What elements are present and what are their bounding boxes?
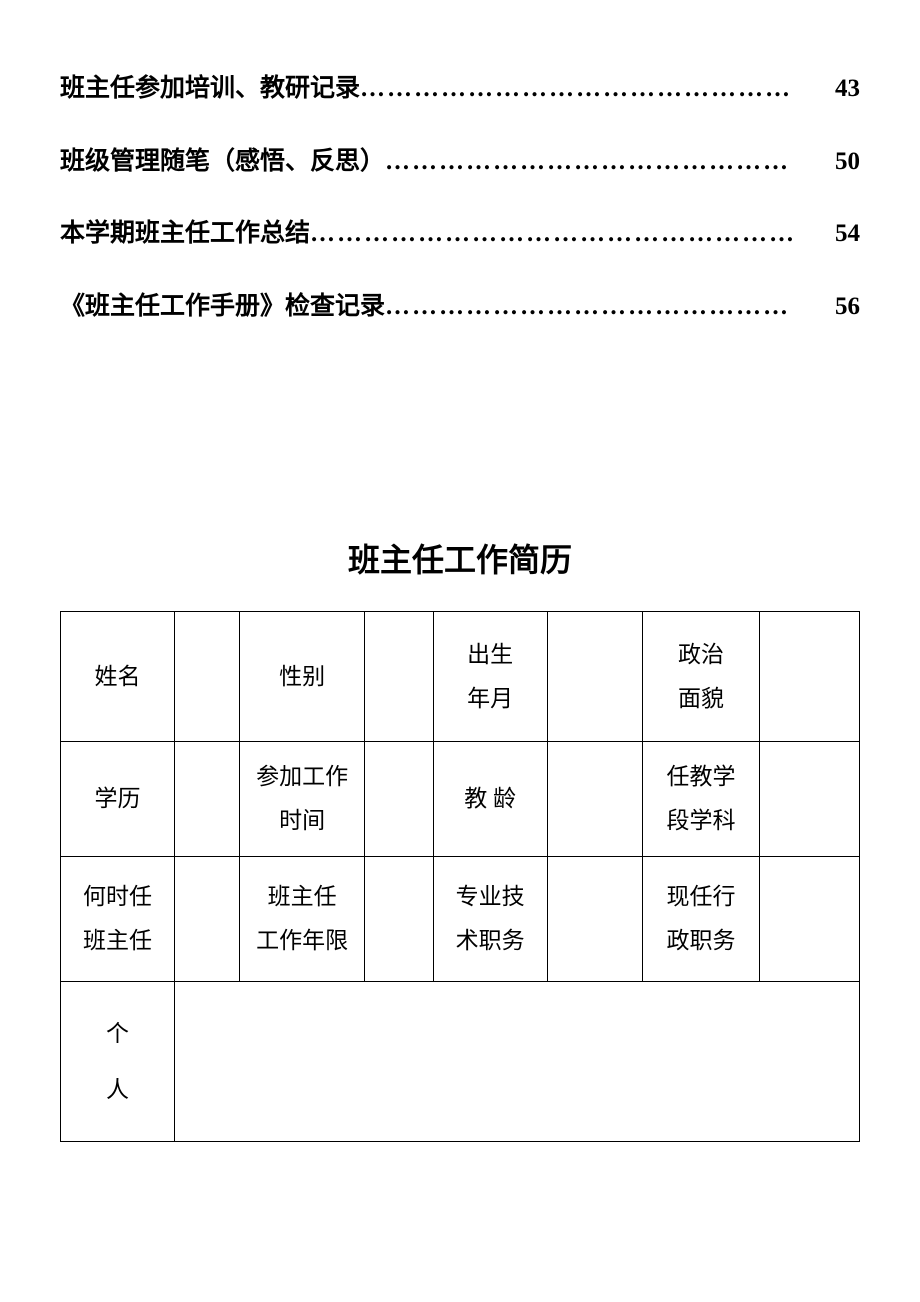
toc-dots: ……………………………………… bbox=[385, 288, 835, 326]
cell-label-line: 段学科 bbox=[643, 799, 758, 843]
cell-label-line: 任教学 bbox=[643, 755, 758, 799]
cell-headteacher-years-value bbox=[365, 857, 433, 982]
cell-education-value bbox=[174, 742, 239, 857]
table-row: 学历 参加工作 时间 教 龄 任教学 段学科 bbox=[61, 742, 860, 857]
cell-workstart-value bbox=[365, 742, 433, 857]
cell-workstart-label: 参加工作 时间 bbox=[239, 742, 364, 857]
cell-admin-position-label: 现任行 政职务 bbox=[643, 857, 759, 982]
cell-personal-label: 个 人 bbox=[61, 982, 175, 1142]
toc-item: 本学期班主任工作总结 ……………………………………………… 54 bbox=[60, 215, 860, 253]
toc-label: 《班主任工作手册》检查记录 bbox=[60, 288, 385, 326]
cell-teachage-label: 教 龄 bbox=[433, 742, 547, 857]
cell-birth-label: 出生 年月 bbox=[433, 612, 547, 742]
cell-label-line: 专业技 bbox=[434, 875, 547, 919]
toc-section: 班主任参加培训、教研记录 ………………………………………… 43 班级管理随笔（… bbox=[60, 70, 860, 325]
cell-label-line: 政治 bbox=[643, 633, 758, 677]
cell-birth-value bbox=[547, 612, 643, 742]
cell-headteacher-years-label: 班主任 工作年限 bbox=[239, 857, 364, 982]
cell-label-line: 现任行 bbox=[643, 875, 758, 919]
cell-label-line: 班主任 bbox=[240, 875, 364, 919]
cell-subject-label: 任教学 段学科 bbox=[643, 742, 759, 857]
cell-label-line: 何时任 bbox=[61, 875, 174, 919]
resume-table: 姓名 性别 出生 年月 政治 面貌 学历 参加工作 时间 教 龄 bbox=[60, 611, 860, 1142]
toc-item: 《班主任工作手册》检查记录 ……………………………………… 56 bbox=[60, 288, 860, 326]
toc-label: 班级管理随笔（感悟、反思） bbox=[60, 143, 385, 181]
cell-label-line: 班主任 bbox=[61, 919, 174, 963]
cell-label-char: 个 bbox=[61, 1006, 174, 1061]
cell-teachage-value bbox=[547, 742, 643, 857]
cell-label-line: 时间 bbox=[240, 799, 364, 843]
cell-label-line: 面貌 bbox=[643, 677, 758, 721]
page-content: 班主任参加培训、教研记录 ………………………………………… 43 班级管理随笔（… bbox=[0, 0, 920, 1142]
cell-political-label: 政治 面貌 bbox=[643, 612, 759, 742]
cell-label-line: 术职务 bbox=[434, 919, 547, 963]
cell-gender-label: 性别 bbox=[239, 612, 364, 742]
toc-label: 本学期班主任工作总结 bbox=[60, 215, 310, 253]
table-row: 何时任 班主任 班主任 工作年限 专业技 术职务 现任行 政职务 bbox=[61, 857, 860, 982]
cell-personal-value bbox=[174, 982, 859, 1142]
cell-label-line: 工作年限 bbox=[240, 919, 364, 963]
cell-subject-value bbox=[759, 742, 859, 857]
cell-label-line: 参加工作 bbox=[240, 755, 364, 799]
cell-headteacher-when-label: 何时任 班主任 bbox=[61, 857, 175, 982]
table-row: 个 人 bbox=[61, 982, 860, 1142]
toc-dots: ……………………………………………… bbox=[310, 215, 835, 253]
cell-label-char: 人 bbox=[61, 1062, 174, 1117]
cell-name-value bbox=[174, 612, 239, 742]
toc-item: 班级管理随笔（感悟、反思） ……………………………………… 50 bbox=[60, 143, 860, 181]
cell-professional-title-label: 专业技 术职务 bbox=[433, 857, 547, 982]
toc-label: 班主任参加培训、教研记录 bbox=[60, 70, 360, 108]
toc-page-number: 43 bbox=[835, 70, 860, 108]
cell-political-value bbox=[759, 612, 859, 742]
section-title: 班主任工作简历 bbox=[60, 535, 860, 581]
toc-page-number: 50 bbox=[835, 143, 860, 181]
cell-headteacher-when-value bbox=[174, 857, 239, 982]
cell-education-label: 学历 bbox=[61, 742, 175, 857]
toc-page-number: 54 bbox=[835, 215, 860, 253]
toc-dots: ………………………………………… bbox=[360, 70, 835, 108]
cell-gender-value bbox=[365, 612, 433, 742]
toc-item: 班主任参加培训、教研记录 ………………………………………… 43 bbox=[60, 70, 860, 108]
cell-label-line: 年月 bbox=[434, 677, 547, 721]
cell-name-label: 姓名 bbox=[61, 612, 175, 742]
table-row: 姓名 性别 出生 年月 政治 面貌 bbox=[61, 612, 860, 742]
cell-admin-position-value bbox=[759, 857, 859, 982]
toc-page-number: 56 bbox=[835, 288, 860, 326]
cell-professional-title-value bbox=[547, 857, 643, 982]
cell-label-line: 政职务 bbox=[643, 919, 758, 963]
cell-label-line: 出生 bbox=[434, 633, 547, 677]
toc-dots: ……………………………………… bbox=[385, 143, 835, 181]
